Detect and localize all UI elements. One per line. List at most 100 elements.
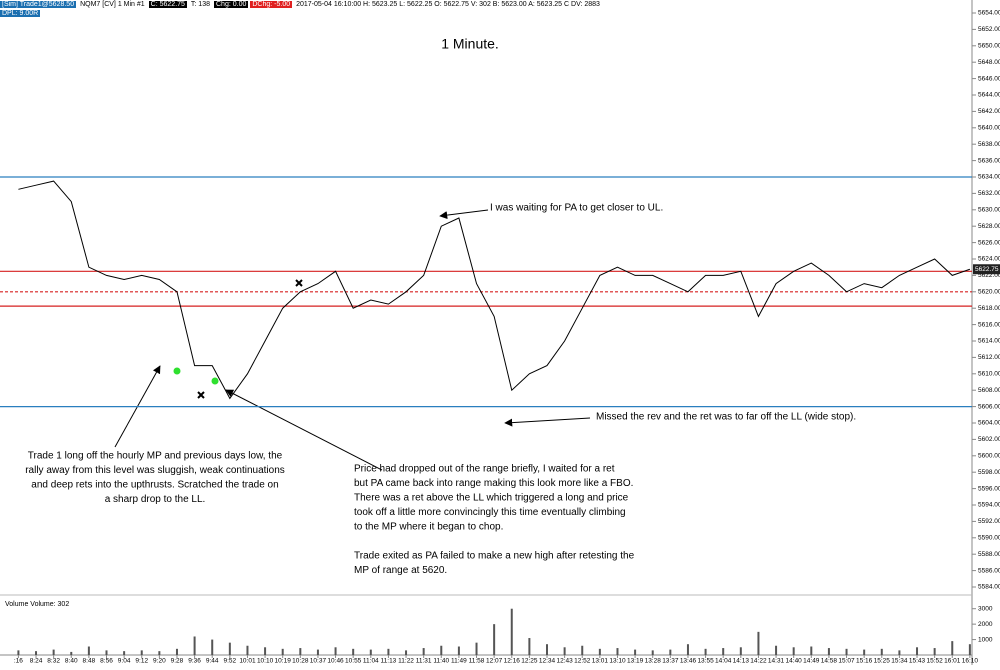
exit-markers [197, 279, 303, 399]
y-tick-label: 5626.00 [978, 239, 1000, 246]
x-tick-label: 11:22 [398, 658, 414, 665]
x-tick-label: 15:16 [856, 658, 873, 665]
x-tick-label: 8:40 [65, 658, 78, 665]
volume-bar [405, 650, 408, 655]
x-tick-label: 9:20 [153, 658, 166, 665]
annotation: a sharp drop to the LL. [105, 494, 206, 505]
x-tick-label: 11:31 [416, 658, 432, 665]
y-tick-label: 5628.00 [978, 223, 1000, 230]
volume-bar [52, 649, 55, 655]
x-tick-label: 8:24 [30, 658, 43, 665]
volume-bar [334, 647, 337, 655]
volume-bar [898, 650, 901, 655]
y-tick-label: 5646.00 [978, 75, 1000, 82]
volume-bar [510, 608, 513, 655]
y-tick-label: 5634.00 [978, 174, 1000, 181]
annotation: and deep rets into the upthrusts. Scratc… [31, 480, 278, 491]
arrows [114, 209, 591, 471]
header-dpl: DPL: 9.00R [0, 10, 41, 17]
volume-bar [634, 649, 637, 655]
volume-bar [422, 648, 425, 655]
x-tick-label: 9:28 [171, 658, 184, 665]
x-tick-label: 14:04 [715, 658, 732, 665]
volume-bar [123, 651, 126, 655]
header-item: [Sim] Trade1@5628.50 [0, 1, 77, 8]
volume-y-tick-label: 1000 [978, 636, 993, 643]
x-tick-label: 12:43 [556, 658, 573, 665]
volume-bar [686, 644, 689, 655]
last-price-label: 5622.75 [975, 266, 999, 273]
y-tick-label: 5584.00 [978, 584, 1000, 591]
volume-bar [87, 646, 90, 655]
x-tick-label: 11:40 [433, 658, 449, 665]
annotation: took off a little more convincingly this… [354, 507, 626, 518]
x-tick-label: 8:56 [100, 658, 113, 665]
x-tick-label: 13:55 [697, 658, 714, 665]
volume-bar [493, 624, 496, 655]
volume-bar [951, 641, 954, 655]
volume-bar [616, 648, 619, 655]
y-tick-label: 5622.00 [978, 272, 1000, 279]
y-tick-label: 5640.00 [978, 125, 1000, 132]
annotation: Price had dropped out of the range brief… [354, 464, 615, 475]
volume-bar [546, 644, 548, 655]
y-tick-label: 5602.00 [978, 436, 1000, 443]
x-tick-label: 14:58 [821, 658, 838, 665]
y-tick-label: 5616.00 [978, 321, 1000, 328]
volume-bar [264, 647, 267, 655]
x-tick-label: 13:01 [592, 658, 609, 665]
header-item: DChg: -5.00 [250, 1, 293, 8]
volume-bar [352, 648, 355, 655]
volume-bar [792, 647, 795, 655]
volume-bar [316, 649, 319, 655]
annotation: There was a ret above the LL which trigg… [354, 493, 629, 504]
volume-bar [105, 650, 108, 655]
volume-title: Volume Volume: 302 [5, 601, 69, 608]
volume-bar [35, 651, 38, 655]
x-tick-label: 13:28 [645, 658, 662, 665]
header-item: Chg: 0.00 [214, 1, 249, 8]
x-tick-label: 11:49 [451, 658, 467, 665]
y-tick-label: 5614.00 [978, 338, 1000, 345]
arrow [439, 209, 489, 220]
x-tick-label: 14:49 [803, 658, 820, 665]
x-tick-label: 10:28 [292, 658, 309, 665]
x-tick-label: 14:40 [786, 658, 803, 665]
y-tick-label: 5596.00 [978, 485, 1000, 492]
x-tick-label: 15:34 [891, 658, 908, 665]
volume-bar [563, 647, 566, 655]
volume-bar [968, 644, 971, 655]
x-tick-label: 14:31 [768, 658, 785, 665]
volume-bar [810, 646, 813, 655]
volume-bar [228, 642, 231, 655]
y-tick-label: 5606.00 [978, 403, 1000, 410]
x-tick-label: 15:52 [926, 658, 943, 665]
volume-bar [140, 650, 143, 655]
y-tick-label: 5604.00 [978, 420, 1000, 427]
annotation: rally away from this level was sluggish,… [25, 465, 285, 476]
volume-bar [175, 648, 178, 655]
chart-title: 1 Minute. [441, 36, 499, 52]
price-line [18, 180, 971, 400]
volume-bar [581, 645, 584, 655]
volume-bar [669, 649, 672, 655]
volume-bar [528, 638, 531, 655]
annotation: to the MP where it began to chop. [354, 522, 503, 533]
y-tick-label: 5590.00 [978, 535, 1000, 542]
entry-dot [173, 367, 181, 375]
x-tick-label: 12:34 [539, 658, 556, 665]
y-tick-label: 5630.00 [978, 207, 1000, 214]
exit-mark [295, 279, 303, 287]
volume-bar [440, 645, 443, 655]
volume-bar [598, 648, 601, 655]
x-tick-label: 13:19 [627, 658, 644, 665]
x-tick-label: 12:16 [504, 658, 521, 665]
volume-bar [387, 648, 390, 655]
y-tick-label: 5594.00 [978, 502, 1000, 509]
y-tick-label: 5600.00 [978, 453, 1000, 460]
volume-bar [739, 647, 742, 655]
annotation: MP of range at 5620. [354, 565, 447, 576]
y-tick-label: 5644.00 [978, 92, 1000, 99]
x-tick-label: 15:25 [874, 658, 891, 665]
